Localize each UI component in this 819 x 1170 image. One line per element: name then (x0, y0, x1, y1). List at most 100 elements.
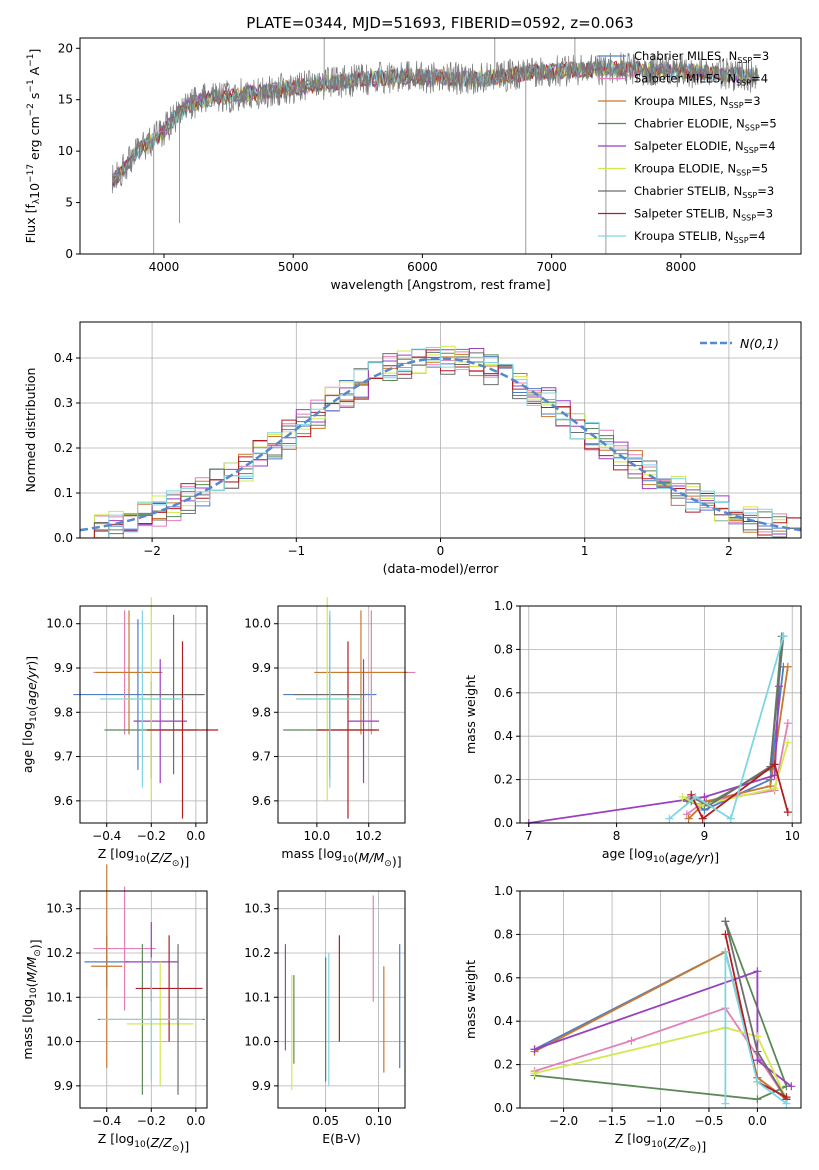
age-vs-Z-plot: −0.4 −0.2 0.09.69.79.89.910.0Z [log10(Z/Z⊙… (20, 597, 219, 869)
legend-ssp: 3 (767, 184, 774, 198)
y-tick-label: 0.2 (54, 441, 73, 455)
x-tick-label: 0.05 (312, 1114, 339, 1128)
sub-text: ⊙ (172, 859, 180, 869)
sup-text: −2 (26, 103, 36, 116)
label-text: ( (354, 850, 359, 865)
age-vs-Z-marks (73, 597, 219, 819)
y-tick-label: 0.3 (54, 396, 73, 410)
label-text: , N (729, 117, 745, 131)
y-axis-label: mass weight (463, 960, 478, 1039)
weight-marker (684, 814, 693, 823)
y-tick-label: 9.7 (54, 750, 73, 764)
weight-marker (530, 1045, 539, 1054)
legend-label: Salpeter STELIB, NSSP=3 (634, 207, 773, 223)
label-text: erg cm (27, 116, 42, 164)
label-text: = (751, 162, 761, 176)
axes-frame (277, 890, 406, 1109)
sub-text: ⊙ (172, 1144, 180, 1154)
sub-text: ⊙ (33, 949, 43, 957)
y-tick-label: 9.9 (252, 661, 271, 675)
age-vs-mass-axes: 10.0 10.2 9.6 9.7 9.8 9.9 10.0 mass [log10(M/M⊙… (244, 605, 406, 869)
label-text: ( (663, 1135, 668, 1150)
weight-marker (779, 632, 788, 641)
weight-marker (753, 1077, 762, 1086)
x-tick-label: 5000 (278, 260, 309, 274)
label-text: , N (725, 207, 741, 221)
x-tick-label: 8 (613, 829, 621, 843)
weight-marker (783, 662, 792, 671)
mass-vs-ebv-axes: 0.05 0.10 9.9 10.0 10.1 10.2 10.3 E(B-V) (244, 890, 406, 1146)
x-tick-label: 0.10 (365, 1114, 392, 1128)
sup-text: −17 (26, 164, 36, 183)
age-vs-Z-axes: −0.4 −0.2 0.09.69.79.89.910.0Z [log10(Z/Z⊙… (20, 605, 208, 869)
weight-line (724, 951, 788, 1105)
x-tick-label: −0.2 (137, 829, 166, 843)
sub-text: SSP (729, 101, 744, 110)
y-tick-label: 9.6 (54, 794, 73, 808)
legend-label: Chabrier ELODIE, NSSP=5 (634, 117, 777, 133)
legend-ssp: 4 (761, 72, 768, 86)
sub-text: ⊙ (689, 1144, 697, 1154)
x-tick-label: 10.2 (355, 829, 382, 843)
residuals-marks (79, 345, 802, 539)
x-axis-label: age [log10(age/yr)] (602, 846, 719, 865)
legend-ssp: 5 (769, 117, 776, 131)
weight-marker (783, 738, 792, 747)
legend-name: Chabrier ELODIE (634, 117, 729, 131)
weight-marker (721, 1099, 730, 1108)
y-axis-label-text: mass weight (463, 960, 478, 1039)
label-text: M/M (24, 956, 39, 982)
sub-text: SSP (736, 79, 751, 88)
weight-line (668, 636, 785, 821)
weight-vs-age-marks (524, 632, 792, 827)
label-text: s (27, 93, 42, 104)
weight-marker (530, 1069, 539, 1078)
weight-marker (726, 814, 735, 823)
label-text: = (751, 72, 761, 86)
y-tick-label: 9.9 (54, 1079, 73, 1093)
legend-ssp: 3 (762, 49, 769, 63)
y-tick-label: 0.8 (494, 642, 513, 656)
x-tick-label: −0.4 (92, 829, 121, 843)
x-axis-label: E(B-V) (322, 1131, 361, 1146)
y-tick-label: 10 (58, 144, 73, 158)
y-axis-label-text: mass [log (20, 999, 35, 1060)
x-axis-label: (data-model)/error (383, 561, 500, 576)
x-tick-label: 6000 (407, 260, 438, 274)
y-tick-label: 9.6 (252, 794, 271, 808)
mass-vs-Z-axes: −0.4 −0.2 0.09.910.010.110.210.3Z [log10(Z… (20, 890, 208, 1154)
data-line (111, 52, 759, 194)
label-text: , N (726, 184, 742, 198)
normal-curve (79, 357, 802, 532)
x-tick-label: 0.0 (186, 829, 205, 843)
sub-text: SSP (736, 169, 751, 178)
y-tick-label: 0.4 (54, 351, 73, 365)
sub-text: 10 (651, 1140, 663, 1150)
label-text: age/yr (669, 850, 710, 865)
weight-marker (665, 814, 674, 823)
spectrum-marks (111, 38, 759, 254)
weight-marker (753, 1056, 762, 1065)
y-tick-label: 5 (65, 196, 73, 210)
label-text: 10 (27, 183, 42, 199)
y-tick-label: 1.0 (494, 599, 513, 613)
y-tick-label: 20 (58, 41, 73, 55)
weight-marker (700, 792, 709, 801)
weight-line (534, 1026, 788, 1100)
y-tick-label: 9.9 (252, 1079, 271, 1093)
legend-ssp: 4 (768, 139, 775, 153)
x-tick-label: 1 (581, 544, 589, 558)
y-axis-label: mass [log10(M/M⊙)] (20, 939, 43, 1059)
label-text: ( (146, 1135, 151, 1150)
label-text: , N (713, 94, 729, 108)
x-axis-label: mass [log10(M/M⊙)] (281, 846, 401, 869)
sub-text: 10 (29, 987, 39, 999)
x-axis-label-text: Z [log (98, 1131, 134, 1146)
sup-text: −1 (26, 79, 36, 92)
axes-frame (519, 605, 802, 824)
y-tick-label: 1.0 (494, 884, 513, 898)
weight-marker (721, 930, 730, 939)
y-axis-label-text: mass weight (463, 675, 478, 754)
y-tick-label: 0.6 (494, 686, 513, 700)
